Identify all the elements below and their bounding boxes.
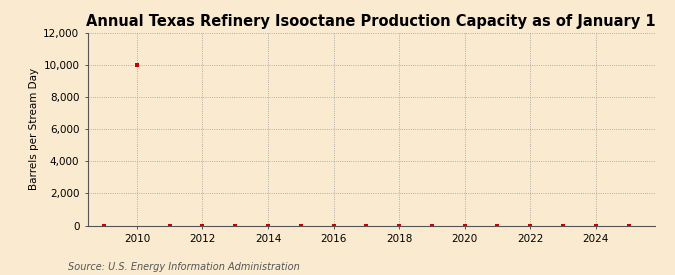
- Text: Source: U.S. Energy Information Administration: Source: U.S. Energy Information Administ…: [68, 262, 299, 272]
- Y-axis label: Barrels per Stream Day: Barrels per Stream Day: [29, 68, 39, 190]
- Title: Annual Texas Refinery Isooctane Production Capacity as of January 1: Annual Texas Refinery Isooctane Producti…: [86, 14, 656, 29]
